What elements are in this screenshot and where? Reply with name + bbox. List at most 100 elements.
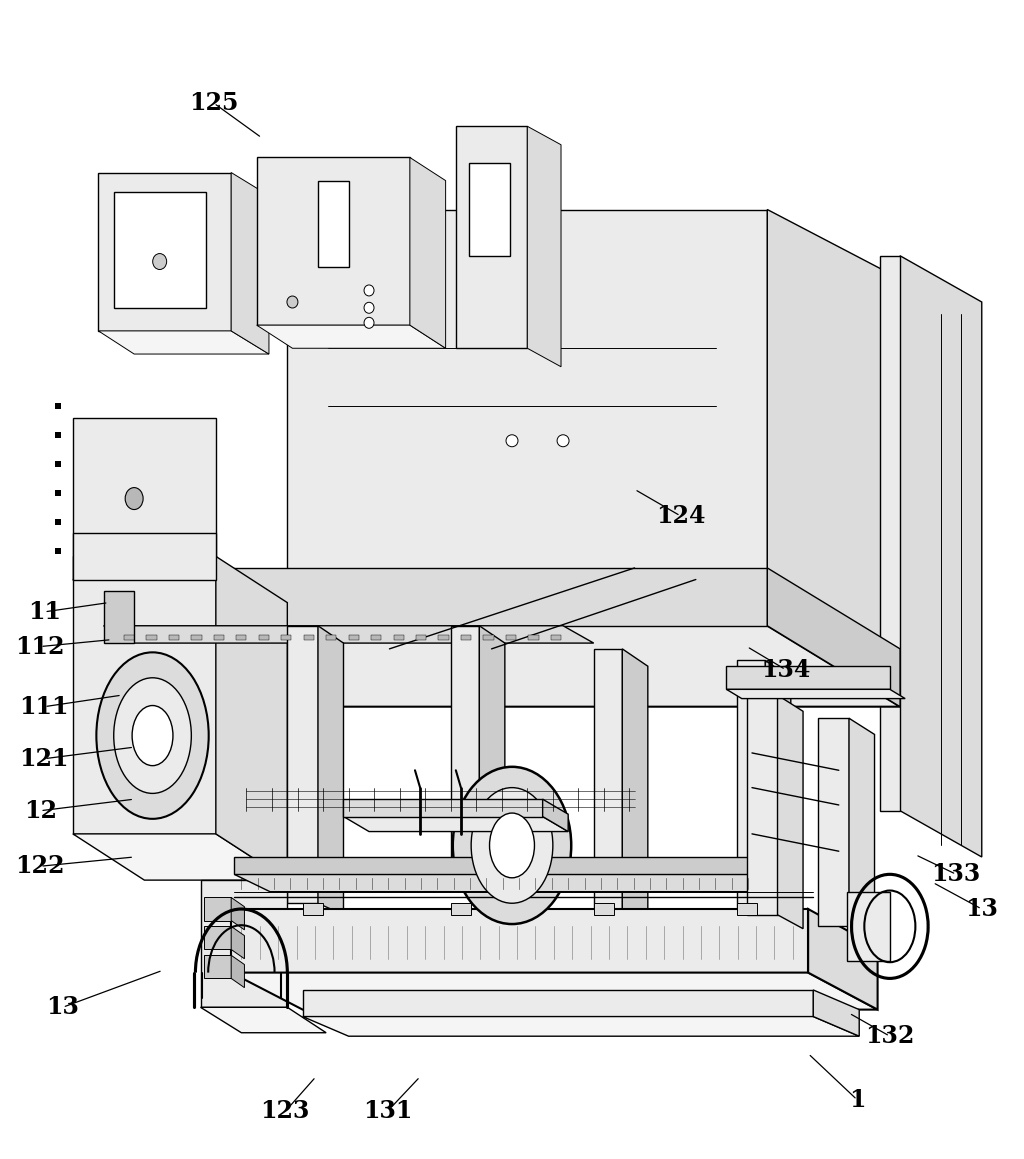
Ellipse shape <box>132 706 173 766</box>
Polygon shape <box>746 695 777 914</box>
Text: 132: 132 <box>865 1025 914 1048</box>
Text: 111: 111 <box>19 694 69 719</box>
Polygon shape <box>410 158 445 348</box>
Polygon shape <box>451 626 479 880</box>
Ellipse shape <box>365 285 374 296</box>
Polygon shape <box>231 173 269 353</box>
Text: 134: 134 <box>761 657 810 681</box>
Polygon shape <box>808 909 878 1009</box>
Bar <box>528 635 539 640</box>
Polygon shape <box>73 533 216 580</box>
Ellipse shape <box>489 814 535 877</box>
Polygon shape <box>201 1007 326 1033</box>
Bar <box>237 635 247 640</box>
Polygon shape <box>451 903 471 914</box>
Polygon shape <box>479 626 505 894</box>
Polygon shape <box>98 173 231 331</box>
Bar <box>371 635 381 640</box>
Bar <box>54 432 60 438</box>
Polygon shape <box>73 833 288 880</box>
Bar <box>506 635 516 640</box>
Bar <box>326 635 336 640</box>
Text: 13: 13 <box>46 996 79 1019</box>
Text: 121: 121 <box>19 746 69 771</box>
Polygon shape <box>303 903 324 914</box>
Text: 122: 122 <box>15 854 65 879</box>
Ellipse shape <box>365 318 374 328</box>
Bar <box>259 635 269 640</box>
Polygon shape <box>469 163 510 256</box>
Polygon shape <box>288 580 900 649</box>
Ellipse shape <box>96 653 209 819</box>
Ellipse shape <box>365 302 374 313</box>
Polygon shape <box>818 719 849 926</box>
Ellipse shape <box>506 435 518 446</box>
Polygon shape <box>257 158 410 326</box>
Polygon shape <box>767 210 900 649</box>
Polygon shape <box>849 719 874 940</box>
Bar <box>54 490 60 496</box>
Polygon shape <box>456 126 527 348</box>
Polygon shape <box>726 690 905 699</box>
Polygon shape <box>900 256 982 857</box>
Bar <box>282 635 292 640</box>
Bar <box>54 519 60 525</box>
Polygon shape <box>201 880 288 1007</box>
Polygon shape <box>234 874 798 891</box>
Bar <box>416 635 426 640</box>
Polygon shape <box>726 666 890 690</box>
Bar <box>146 635 157 640</box>
Polygon shape <box>98 331 269 353</box>
Polygon shape <box>288 626 318 903</box>
Text: 11: 11 <box>28 600 60 624</box>
Polygon shape <box>594 903 614 914</box>
Bar <box>54 461 60 467</box>
Text: 124: 124 <box>655 504 706 527</box>
Polygon shape <box>73 556 216 833</box>
Polygon shape <box>543 800 568 831</box>
Polygon shape <box>234 857 762 874</box>
Text: 125: 125 <box>189 92 239 115</box>
Polygon shape <box>880 256 900 811</box>
Polygon shape <box>165 568 767 626</box>
Bar <box>214 635 224 640</box>
Bar <box>438 635 449 640</box>
Polygon shape <box>318 626 343 914</box>
Polygon shape <box>204 926 231 949</box>
Polygon shape <box>231 926 245 958</box>
Bar <box>54 547 60 554</box>
Polygon shape <box>492 614 614 643</box>
Bar <box>304 635 314 640</box>
Polygon shape <box>303 1016 859 1036</box>
Text: 131: 131 <box>362 1100 412 1123</box>
Polygon shape <box>623 649 648 928</box>
Text: 12: 12 <box>24 799 56 823</box>
Polygon shape <box>318 181 348 268</box>
Polygon shape <box>777 695 803 928</box>
Polygon shape <box>204 955 231 978</box>
Polygon shape <box>527 126 561 366</box>
Ellipse shape <box>557 435 569 446</box>
Polygon shape <box>231 972 878 1009</box>
Text: 123: 123 <box>260 1100 310 1123</box>
Polygon shape <box>165 626 900 707</box>
Bar <box>169 635 179 640</box>
Polygon shape <box>103 591 134 643</box>
Ellipse shape <box>528 627 537 635</box>
Polygon shape <box>736 903 757 914</box>
Ellipse shape <box>590 627 598 635</box>
Text: 13: 13 <box>966 897 998 921</box>
Polygon shape <box>813 990 859 1036</box>
Polygon shape <box>767 568 900 707</box>
Ellipse shape <box>153 254 167 270</box>
Polygon shape <box>343 817 568 831</box>
Ellipse shape <box>125 488 143 510</box>
Ellipse shape <box>471 788 553 903</box>
Polygon shape <box>231 955 245 987</box>
Ellipse shape <box>651 627 659 635</box>
Polygon shape <box>765 661 791 940</box>
Bar <box>191 635 202 640</box>
Polygon shape <box>736 661 765 926</box>
Polygon shape <box>257 326 445 348</box>
Polygon shape <box>231 897 245 930</box>
